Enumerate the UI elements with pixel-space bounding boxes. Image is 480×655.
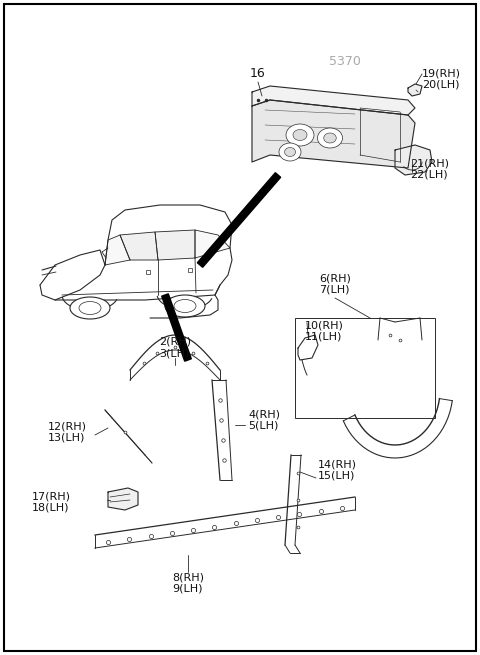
Polygon shape bbox=[155, 230, 195, 260]
Text: 4(RH)
5(LH): 4(RH) 5(LH) bbox=[248, 409, 280, 431]
Polygon shape bbox=[252, 100, 415, 168]
Ellipse shape bbox=[317, 128, 343, 148]
Ellipse shape bbox=[79, 301, 101, 314]
Polygon shape bbox=[195, 230, 230, 258]
Text: 16: 16 bbox=[250, 67, 266, 80]
Polygon shape bbox=[162, 294, 192, 361]
Polygon shape bbox=[197, 173, 281, 267]
Ellipse shape bbox=[70, 297, 110, 319]
Ellipse shape bbox=[286, 124, 314, 146]
Ellipse shape bbox=[285, 147, 296, 157]
Polygon shape bbox=[105, 235, 130, 265]
Ellipse shape bbox=[174, 299, 196, 312]
Text: 19(RH)
20(LH): 19(RH) 20(LH) bbox=[422, 68, 461, 90]
Text: 12(RH)
13(LH): 12(RH) 13(LH) bbox=[48, 421, 87, 443]
Polygon shape bbox=[108, 488, 138, 510]
Text: 2(RH)
3(LH): 2(RH) 3(LH) bbox=[159, 337, 191, 358]
Ellipse shape bbox=[324, 133, 336, 143]
Text: 21(RH)
22(LH): 21(RH) 22(LH) bbox=[410, 158, 449, 179]
Polygon shape bbox=[395, 145, 432, 175]
Polygon shape bbox=[408, 84, 422, 96]
Ellipse shape bbox=[293, 130, 307, 141]
Polygon shape bbox=[298, 335, 318, 360]
Text: 6(RH)
7(LH): 6(RH) 7(LH) bbox=[319, 273, 351, 295]
Text: 8(RH)
9(LH): 8(RH) 9(LH) bbox=[172, 572, 204, 593]
Text: 5370: 5370 bbox=[329, 55, 361, 68]
Text: 10(RH)
11(LH): 10(RH) 11(LH) bbox=[305, 320, 344, 342]
Text: 17(RH)
18(LH): 17(RH) 18(LH) bbox=[32, 491, 71, 513]
Ellipse shape bbox=[165, 295, 205, 317]
Polygon shape bbox=[120, 232, 158, 260]
Polygon shape bbox=[252, 86, 415, 115]
Bar bbox=[295, 318, 435, 418]
Text: 14(RH)
15(LH): 14(RH) 15(LH) bbox=[318, 459, 357, 481]
Ellipse shape bbox=[279, 143, 301, 161]
